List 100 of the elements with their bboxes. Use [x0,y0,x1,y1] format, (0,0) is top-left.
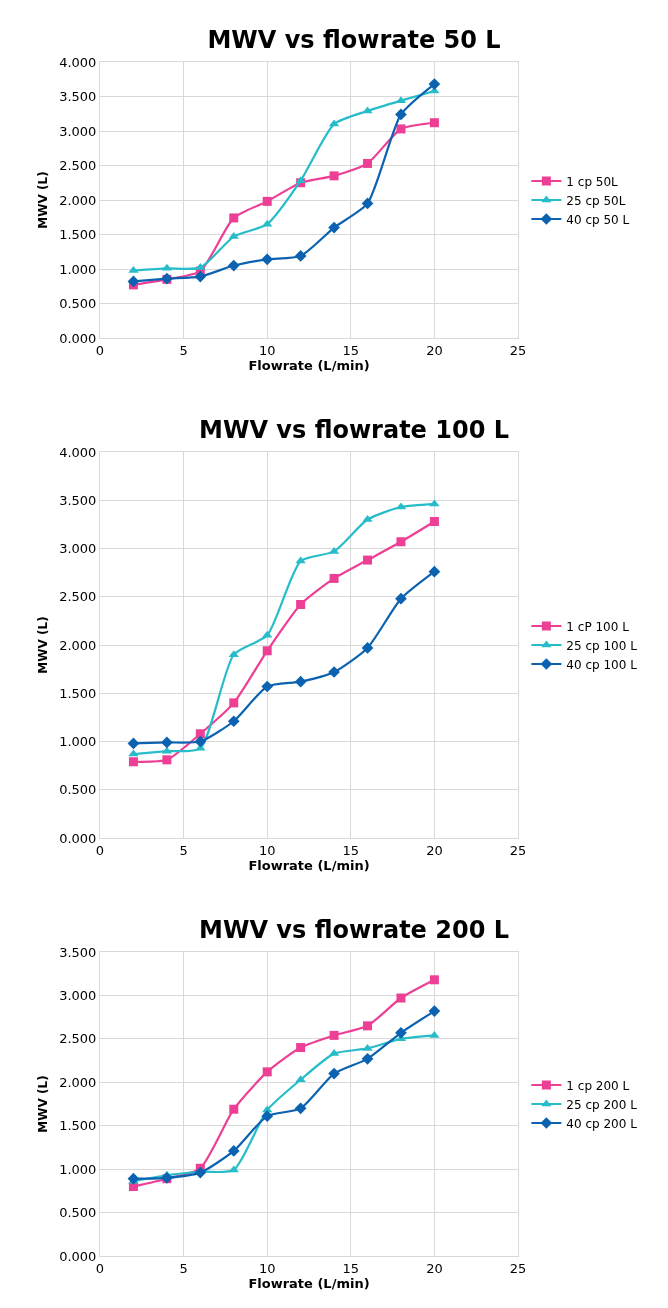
x-tick-label: 5 [179,1260,188,1276]
legend-label: 25 cp 50L [566,193,626,208]
x-tick-label: 0 [95,1260,105,1276]
x-axis-title: Flowrate (L/min) [248,858,370,874]
point [429,975,439,985]
point [363,158,373,168]
x-tick-label: 25 [509,342,527,358]
chart-title: MWV vs flowrate 200 L [199,916,509,944]
point [429,1030,440,1038]
point [396,993,406,1003]
point [428,565,441,578]
y-tick-label: 3.000 [59,987,97,1003]
point [395,108,407,121]
point [296,1043,306,1053]
point [229,698,239,708]
y-tick-label: 4.000 [59,54,97,70]
point [363,555,373,565]
point [127,1172,140,1185]
y-tick-label: 3.000 [59,541,97,557]
y-axis-title: MWV (L) [36,1075,51,1133]
point [362,106,373,114]
point [328,1067,340,1080]
point [162,755,172,765]
point [261,253,274,266]
point [429,118,439,128]
point [396,537,406,547]
x-tick-label: 20 [426,1260,443,1276]
y-tick-label: 3.500 [59,944,97,960]
point [262,1067,272,1077]
x-tick-label: 10 [258,842,276,858]
y-tick-label: 1.500 [59,1118,97,1134]
point [395,1026,407,1039]
y-tick-label: 2.500 [59,1031,97,1047]
point [296,599,306,609]
point [262,196,272,206]
x-axis-title: Flowrate (L/min) [248,1276,370,1292]
point [194,270,207,283]
point [227,259,240,272]
y-tick-label: 1.000 [59,734,97,750]
y-tick-label: 1.500 [59,685,97,701]
legend-label: 40 cp 200 L [566,1116,638,1131]
x-tick-label: 10 [258,342,276,358]
point [294,1102,307,1115]
point [361,1052,374,1065]
y-axis-title: MWV (L) [36,616,51,674]
x-tick-label: 10 [258,1260,276,1276]
point [161,736,173,749]
point [194,735,207,748]
point [261,1110,274,1123]
point [128,265,139,273]
point [194,1166,207,1179]
point [127,275,140,288]
chart-title: MWV vs flowrate 100 L [199,416,509,444]
y-tick-label: 1.500 [59,227,97,243]
point [361,197,374,210]
point [227,1145,240,1157]
x-axis-title: Flowrate (L/min) [248,358,370,374]
point [261,680,274,693]
point [127,737,140,750]
point [329,573,339,583]
x-tick-label: 5 [179,842,188,858]
x-tick-label: 15 [342,842,360,858]
y-tick-label: 3.500 [59,492,97,508]
legend-label: 1 cp 50L [566,174,619,189]
y-tick-label: 2.000 [59,637,97,653]
point [262,630,273,638]
y-tick-label: 4.000 [59,444,97,460]
legend-label: 40 cp 100 L [566,657,638,672]
x-tick-label: 0 [95,842,105,858]
point [228,1165,239,1173]
point [363,1021,373,1031]
legend-label: 1 cP 100 L [566,619,630,634]
x-tick-label: 15 [342,342,360,358]
point [294,250,307,262]
point [429,516,439,526]
x-tick-label: 0 [95,342,105,358]
y-tick-label: 1.000 [59,1161,97,1177]
point [227,715,240,728]
y-tick-label: 0.500 [59,1205,97,1221]
point [262,646,272,656]
y-tick-label: 1.000 [59,261,97,277]
y-tick-label: 2.500 [59,589,97,605]
point [195,729,205,739]
point [362,1043,373,1051]
x-tick-label: 15 [342,1260,360,1276]
point [328,221,340,234]
x-tick-label: 20 [426,342,443,358]
x-tick-label: 5 [179,342,188,358]
point [229,1104,239,1114]
y-tick-label: 2.000 [59,192,97,208]
point [361,642,374,654]
x-tick-label: 25 [509,1260,527,1276]
point [428,1005,441,1017]
point [329,1030,339,1040]
legend-label: 25 cp 100 L [566,638,638,653]
y-tick-label: 0.000 [59,330,97,346]
chart-title: MWV vs flowrate 50 L [207,26,501,54]
point [229,213,239,223]
point [396,124,406,134]
y-tick-label: 2.500 [59,158,97,174]
